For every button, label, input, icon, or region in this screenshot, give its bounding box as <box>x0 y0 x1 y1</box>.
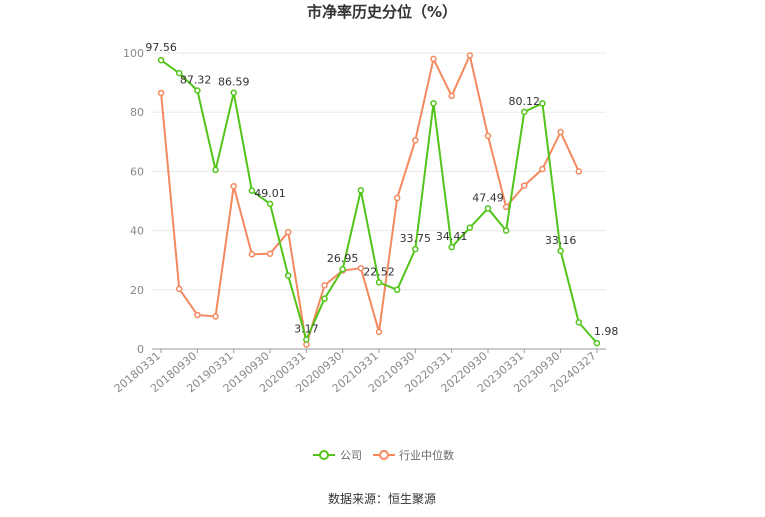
legend-item-company[interactable]: 公司 <box>313 449 362 462</box>
data-point[interactable] <box>375 279 383 286</box>
data-point[interactable] <box>375 328 383 336</box>
data-point[interactable] <box>230 89 237 96</box>
data-point[interactable] <box>484 132 492 140</box>
data-point[interactable] <box>212 313 219 320</box>
data-source: 数据来源：恒生聚源 <box>328 491 436 506</box>
data-point[interactable] <box>157 89 165 97</box>
series-company <box>157 56 601 347</box>
data-point[interactable] <box>430 55 437 63</box>
data-point[interactable] <box>248 251 256 258</box>
data-point[interactable] <box>357 187 365 194</box>
data-label: 80.12 <box>509 95 541 108</box>
y-tick-label: 60 <box>130 165 144 178</box>
data-point[interactable] <box>194 311 201 319</box>
y-tick-label: 80 <box>130 106 144 119</box>
data-point[interactable] <box>557 128 564 136</box>
data-point[interactable] <box>266 200 274 208</box>
data-point[interactable] <box>466 52 474 59</box>
data-point[interactable] <box>266 250 274 257</box>
data-point[interactable] <box>303 336 310 343</box>
data-label: 22.52 <box>363 265 395 278</box>
data-label: 33.16 <box>545 234 577 247</box>
x-axis: 2018033120180930201903312019093020200331… <box>112 348 606 395</box>
data-point[interactable] <box>502 227 510 234</box>
data-point[interactable] <box>194 87 201 94</box>
data-label: 47.49 <box>472 191 504 204</box>
legend-item-industry-median[interactable]: 行业中位数 <box>373 448 454 462</box>
data-point[interactable] <box>521 108 528 116</box>
data-point[interactable] <box>412 137 419 144</box>
data-label: 49.01 <box>254 187 286 200</box>
data-point[interactable] <box>430 100 437 107</box>
data-point[interactable] <box>175 69 183 77</box>
data-label: 34.41 <box>436 230 468 243</box>
data-point[interactable] <box>393 194 401 202</box>
data-label: 87.32 <box>180 74 212 87</box>
data-label: 86.59 <box>218 76 250 89</box>
y-tick-label: 40 <box>130 225 144 238</box>
data-point[interactable] <box>357 264 365 272</box>
legend-company-marker <box>319 450 329 460</box>
data-point[interactable] <box>575 168 583 175</box>
data-point[interactable] <box>466 224 474 231</box>
data-point[interactable] <box>484 205 492 212</box>
data-point[interactable] <box>521 182 528 189</box>
y-tick-label: 20 <box>130 284 144 297</box>
data-label: 3.17 <box>294 323 319 336</box>
data-label: 33.75 <box>400 232 432 245</box>
data-point[interactable] <box>448 92 455 100</box>
data-labels: 97.56 87.32 86.59 49.01 3.17 26.95 22.52 33.75 3… <box>145 41 618 338</box>
data-point[interactable] <box>539 165 546 173</box>
data-point[interactable] <box>321 295 328 302</box>
legend-industry-label: 行业中位数 <box>399 448 454 462</box>
data-point[interactable] <box>157 56 165 64</box>
data-label: 26.95 <box>327 252 359 265</box>
series-line <box>160 54 580 346</box>
data-point[interactable] <box>212 166 219 174</box>
y-tick-label: 0 <box>137 343 144 356</box>
data-point[interactable] <box>575 319 583 326</box>
chart-title: 市净率历史分位（%） <box>307 3 457 21</box>
legend-industry-marker <box>379 450 389 460</box>
data-point[interactable] <box>412 245 419 253</box>
data-label: 1.98 <box>594 325 619 338</box>
data-point[interactable] <box>593 339 601 347</box>
data-point[interactable] <box>175 285 183 293</box>
data-point[interactable] <box>248 187 256 194</box>
data-point[interactable] <box>321 282 328 289</box>
data-label: 97.56 <box>145 41 177 54</box>
data-point[interactable] <box>230 182 237 190</box>
data-point[interactable] <box>448 243 455 251</box>
data-point[interactable] <box>557 247 564 255</box>
data-point[interactable] <box>284 272 292 279</box>
data-point[interactable] <box>502 203 510 211</box>
data-point[interactable] <box>284 228 292 236</box>
y-axis-ticks: 0 20 40 60 80 100 <box>123 47 144 356</box>
data-point[interactable] <box>539 100 546 107</box>
legend[interactable]: 公司 行业中位数 <box>313 448 454 462</box>
y-tick-label: 100 <box>123 47 144 60</box>
legend-company-label: 公司 <box>340 449 362 462</box>
data-point[interactable] <box>393 286 401 294</box>
data-point[interactable] <box>339 265 346 273</box>
series-industry-median <box>157 52 583 348</box>
